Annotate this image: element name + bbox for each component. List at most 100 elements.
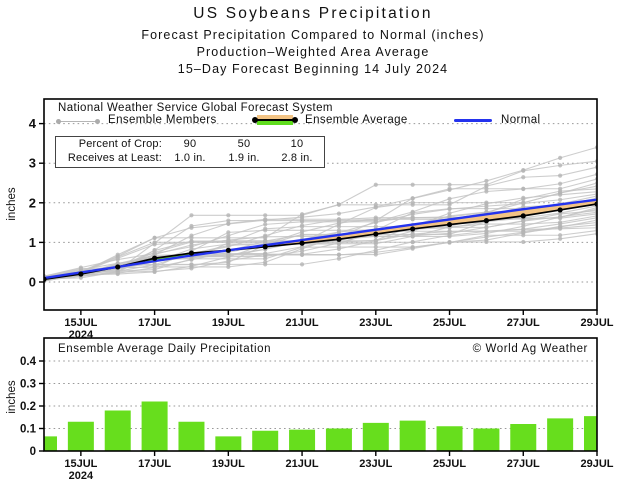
ensemble-average-dot [520, 213, 526, 219]
crop-percent-50: 50 [237, 138, 251, 150]
ensemble-member-dot [558, 189, 563, 194]
ensemble-member-dot [373, 205, 378, 210]
ensemble-member-line [44, 233, 597, 282]
above-normal-band-icon [257, 121, 293, 125]
ensemble-member-dot [521, 239, 526, 245]
ensemble-member-dot [447, 229, 452, 234]
subtitle-line-2: Production–Weighted Area Average [196, 45, 430, 59]
ensemble-member-dot [299, 262, 305, 267]
daily-precip-bar [178, 421, 205, 451]
below-normal-fill [523, 204, 561, 216]
ensemble-member-dot [263, 213, 268, 218]
ensemble-member-dot [558, 197, 563, 202]
bottom-chart-header: Ensemble Average Daily Precipitation © W… [44, 338, 597, 360]
daily-precip-bar [141, 401, 168, 451]
ensemble-member-dot [373, 248, 378, 253]
ensemble-members-label: Ensemble Members [108, 114, 217, 126]
ensemble-member-dot [336, 220, 342, 226]
x-tick-label: 25JUL [433, 458, 466, 470]
y-tick-label: 3 [29, 156, 36, 171]
bottom-chart-gridlines [44, 360, 597, 429]
ensemble-member-dot [263, 238, 268, 243]
ensemble-member-dot [336, 256, 342, 261]
ensemble-member-dot [336, 252, 342, 257]
ensemble-member-dot [189, 213, 194, 218]
ensemble-member-dot [558, 163, 563, 168]
x-tick-label: 23JUL [359, 458, 392, 470]
y-tick-label: 2 [29, 195, 36, 210]
daily-precip-bar [399, 420, 426, 451]
copyright-label: © World Ag Weather [472, 343, 588, 355]
x-tick-label: 21JUL [286, 317, 319, 329]
ensemble-member-dot [447, 182, 452, 187]
ensemble-member-dot [558, 233, 563, 238]
daily-precip-bar [584, 416, 597, 451]
ensemble-member-dot [115, 270, 120, 275]
ensemble-member-dot [226, 262, 231, 267]
x-tick-label: 15JUL [64, 458, 97, 470]
y-tick-label: 1 [29, 235, 36, 250]
ensemble-member-line [44, 215, 597, 278]
bottom-chart-frame [43, 337, 598, 452]
x-tick-label: 17JUL [138, 458, 171, 470]
ensemble-member-dot [410, 216, 415, 222]
daily-precip-bar [289, 429, 316, 451]
ensemble-member-dot [484, 225, 489, 230]
bottom-chart-y-axis-title: inches [6, 380, 18, 414]
crop-amount-1: 1.0 in. [174, 151, 206, 164]
bottom-chart-title: Ensemble Average Daily Precipitation [58, 343, 272, 355]
ensemble-member-dot [521, 195, 526, 200]
ensemble-member-dot [299, 245, 305, 250]
ensemble-average-dot [152, 255, 158, 261]
ensemble-member-dot [447, 200, 452, 205]
daily-precip-bar [473, 428, 500, 451]
ensemble-member-dot [484, 229, 489, 234]
ensemble-member-dot [263, 252, 268, 257]
daily-precip-bar [436, 426, 463, 451]
ensemble-member-dot [263, 226, 268, 231]
ensemble-members-swatch [56, 117, 100, 126]
ensemble-member-dot [299, 217, 305, 222]
ensemble-member-line [44, 182, 597, 282]
ensemble-average-dot [225, 247, 231, 253]
x-tick-label: 19JUL [212, 317, 245, 329]
ensemble-member-dot [521, 201, 526, 206]
ensemble-member-dot [226, 237, 231, 243]
ensemble-member-dot [299, 212, 305, 217]
ensemble-member-dot [263, 234, 268, 239]
ensemble-average-dot [410, 226, 416, 232]
ensemble-member-dot [152, 242, 157, 247]
gray-line-icon [58, 120, 98, 123]
crop-amount-3: 2.8 in. [281, 151, 313, 164]
ensemble-member-line [44, 227, 597, 277]
subtitle-line-1: Forecast Precipitation Compared to Norma… [141, 28, 485, 42]
ensemble-member-dot [226, 233, 231, 238]
x-tick-label: 23JUL [359, 317, 392, 329]
ensemble-average-dot [299, 240, 305, 246]
ensemble-member-dot [410, 196, 415, 201]
crop-row1-label: Percent of Crop: [78, 138, 162, 150]
daily-precip-bar [67, 421, 94, 451]
ensemble-member-dot [152, 269, 157, 274]
x-tick-label: 29JUL [580, 458, 613, 470]
gray-dot-icon [56, 119, 61, 124]
crop-percent-90: 90 [183, 138, 197, 150]
ensemble-member-dot [447, 240, 452, 245]
ensemble-member-dot [263, 222, 268, 227]
top-chart-legend: National Weather Service Global Forecast… [44, 99, 597, 171]
black-dot-icon [292, 117, 298, 124]
ensemble-member-dot [521, 219, 526, 224]
data-source-label: National Weather Service Global Forecast… [58, 102, 333, 114]
ensemble-member-dot [226, 252, 231, 258]
ensemble-member-dot [373, 240, 378, 245]
page-title: US Soybeans Precipitation [193, 5, 433, 22]
ensemble-member-dot [226, 258, 231, 263]
ensemble-member-dot [189, 223, 194, 229]
ensemble-member-dot [447, 196, 452, 201]
ensemble-average-dot [188, 250, 195, 256]
ensemble-member-dot [447, 206, 452, 211]
chart-header: US Soybeans Precipitation Forecast Preci… [0, 0, 626, 76]
daily-precip-bar [215, 436, 242, 451]
ensemble-member-dot [263, 262, 268, 267]
crop-amount-2: 1.9 in. [228, 151, 260, 164]
